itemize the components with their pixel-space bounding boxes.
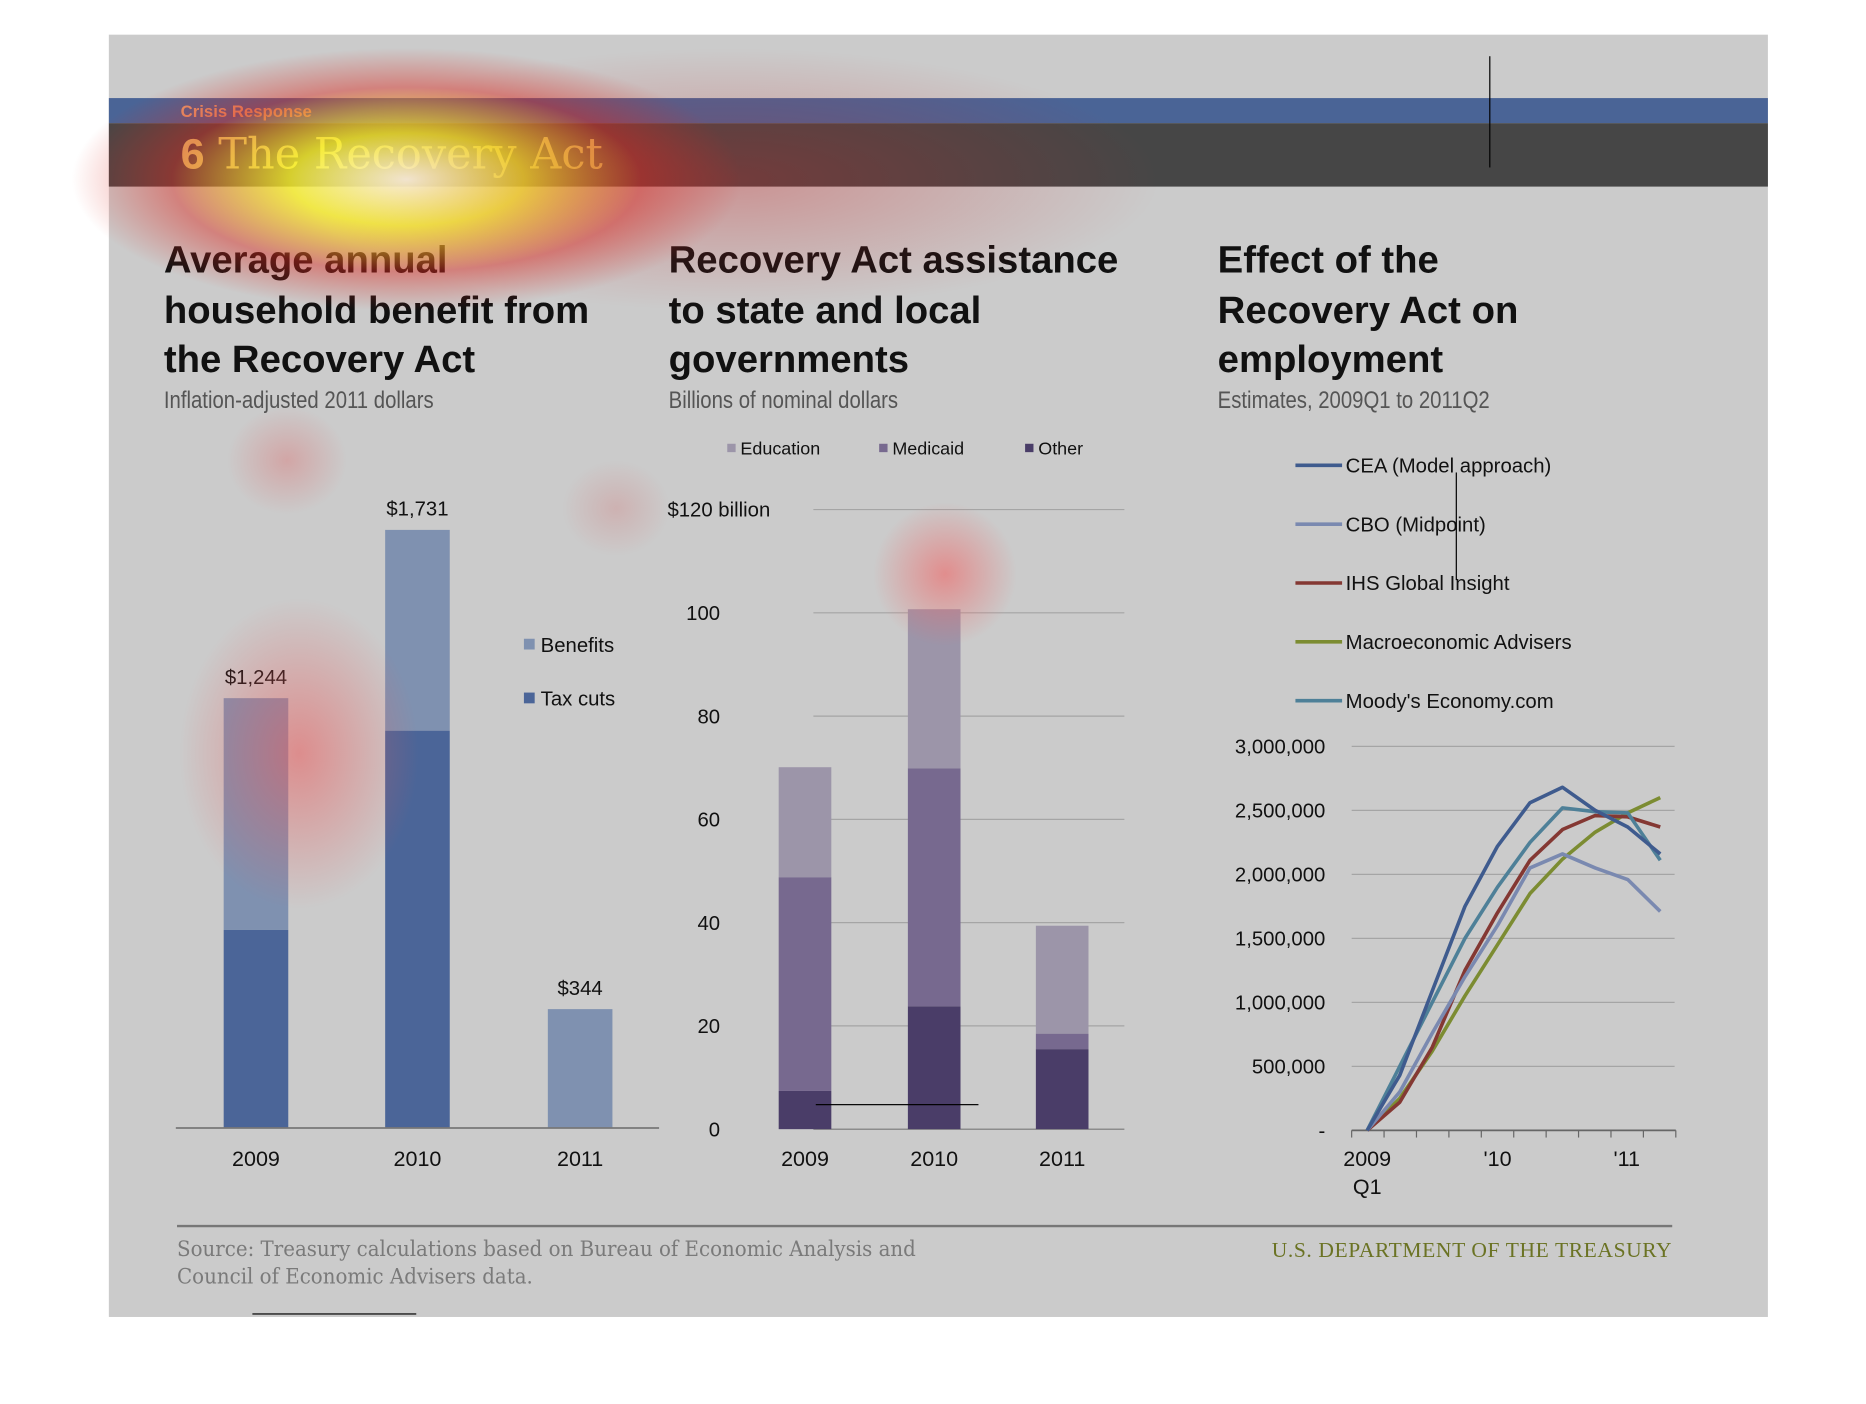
chart3-subtitle: Estimates, 2009Q1 to 2011Q2: [1217, 387, 1490, 414]
x-tick-label: 2010: [910, 1147, 958, 1171]
bar-other-2011: [1035, 1049, 1089, 1130]
series-line-cea-model-approach-: [1365, 785, 1662, 1132]
y-tick-label: 40: [697, 913, 720, 935]
stray-line: [815, 1104, 979, 1106]
y-tick-label: 80: [697, 706, 720, 728]
footer-divider: [177, 1224, 1673, 1228]
y-tick-label: 0: [709, 1119, 720, 1141]
x-tick-label: Q1: [1353, 1175, 1382, 1199]
x-tick-label: 2009: [781, 1147, 829, 1171]
stray-line: [252, 1313, 417, 1315]
chart2-subtitle: Billions of nominal dollars: [668, 387, 899, 414]
legend-swatch-education: [727, 443, 736, 453]
x-tick-label: '11: [1614, 1147, 1640, 1171]
bar-benefits-2009: [223, 698, 289, 930]
legend-label: IHS Global Insight: [1346, 573, 1510, 595]
publisher-label: U.S. DEPARTMENT OF THE TREASURY: [1271, 1238, 1673, 1262]
bar-other-2009: [778, 1090, 832, 1130]
bar-medicaid-2011: [1035, 1033, 1089, 1050]
y-tick-label: 2,000,000: [1235, 865, 1325, 887]
bar-benefits-2010: [385, 529, 450, 731]
cursor-line: [1489, 56, 1491, 168]
legend-label: Other: [1038, 439, 1083, 459]
legend-label: Benefits: [541, 635, 614, 657]
y-tick-label: 2,500,000: [1235, 801, 1325, 823]
y-tick-label: 1,000,000: [1235, 993, 1325, 1015]
chart1-subtitle: Inflation-adjusted 2011 dollars: [163, 387, 434, 414]
stray-line: [1455, 472, 1457, 581]
x-tick-label: 2011: [1039, 1147, 1085, 1171]
legend-swatch-medicaid: [879, 443, 888, 453]
legend-label: Tax cuts: [541, 689, 616, 711]
y-tick-label: 60: [697, 810, 720, 832]
bar-education-2011: [1035, 925, 1089, 1034]
bar-medicaid-2009: [778, 877, 832, 1091]
data-label: $344: [558, 978, 603, 1000]
legend-label: CEA (Model approach): [1346, 455, 1552, 477]
legend-label: Education: [740, 439, 820, 459]
x-tick-label: 2010: [394, 1147, 442, 1171]
bar-tax-cuts-2009: [223, 929, 289, 1128]
chart2-title: Recovery Act assistance to state and loc…: [668, 238, 1119, 381]
data-label: $1,244: [225, 667, 287, 689]
bar-education-2009: [778, 767, 832, 878]
chart3-title: Effect of the Recovery Act on employment: [1217, 238, 1519, 381]
legend-label: Macroeconomic Advisers: [1346, 632, 1572, 654]
legend-swatch-other: [1025, 443, 1034, 453]
series-line-cbo-midpoint-: [1365, 852, 1662, 1132]
data-label: $1,731: [386, 499, 448, 521]
bar-education-2010: [907, 609, 961, 769]
y-tick-label: $120 billion: [667, 500, 770, 522]
y-tick-label: 3,000,000: [1235, 737, 1325, 759]
legend-swatch-benefits: [523, 638, 535, 650]
y-tick-label: 500,000: [1252, 1057, 1325, 1079]
series-line-ihs-global-insight: [1366, 813, 1661, 1132]
bar-tax-cuts-2010: [385, 730, 450, 1128]
legend-label: Medicaid: [892, 439, 964, 459]
y-tick-label: 20: [697, 1016, 720, 1038]
bar-benefits-2011: [547, 1009, 613, 1128]
y-tick-label: 100: [686, 603, 720, 625]
y-tick-label: 1,500,000: [1235, 929, 1325, 951]
x-tick-label: '10: [1484, 1147, 1512, 1171]
x-tick-label: 2011: [557, 1147, 603, 1171]
source-note: Source: Treasury calculations based on B…: [177, 1236, 916, 1290]
y-tick-label: -: [1319, 1121, 1326, 1143]
legend-label: CBO (Midpoint): [1346, 514, 1486, 536]
bar-medicaid-2010: [907, 768, 961, 1007]
legend-swatch-tax-cuts: [523, 692, 535, 704]
x-tick-label: 2009: [232, 1147, 280, 1171]
legend-label: Moody's Economy.com: [1346, 691, 1554, 713]
bar-other-2010: [907, 1006, 961, 1130]
x-tick-label: 2009: [1343, 1147, 1391, 1171]
